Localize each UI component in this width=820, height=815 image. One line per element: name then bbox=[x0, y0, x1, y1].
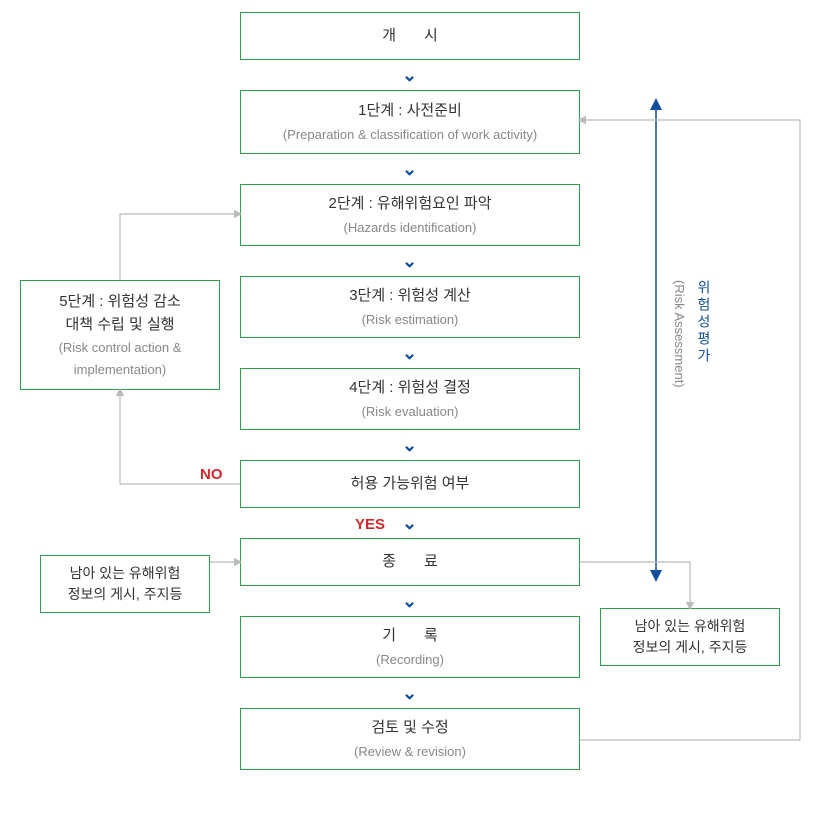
node-decide-title: 허용 가능위험 여부 bbox=[351, 473, 470, 496]
node-step1-title: 1단계 : 사전준비 bbox=[358, 100, 462, 123]
node-end-title: 종료 bbox=[354, 551, 466, 574]
node-step2: 2단계 : 유해위험요인 파악 (Hazards identification) bbox=[240, 184, 580, 246]
node-start-title: 개시 bbox=[354, 25, 466, 48]
bracket-label-ko: 위험성평가 bbox=[694, 280, 714, 365]
node-step4-title: 4단계 : 위험성 결정 bbox=[349, 377, 471, 400]
chevron-icon: ⌄ bbox=[402, 252, 417, 270]
chevron-icon: ⌄ bbox=[402, 684, 417, 702]
node-step5-sub1: (Risk control action & bbox=[59, 338, 182, 358]
node-record: 기록 (Recording) bbox=[240, 616, 580, 678]
node-review: 검토 및 수정 (Review & revision) bbox=[240, 708, 580, 770]
node-step1-sub: (Preparation & classification of work ac… bbox=[283, 125, 537, 145]
node-step2-title: 2단계 : 유해위험요인 파악 bbox=[328, 193, 491, 216]
chevron-icon: ⌄ bbox=[402, 514, 417, 532]
node-start: 개시 bbox=[240, 12, 580, 60]
note-right-line2: 정보의 게시, 주지등 bbox=[633, 637, 748, 658]
node-end: 종료 bbox=[240, 538, 580, 586]
chevron-icon: ⌄ bbox=[402, 592, 417, 610]
note-left-line2: 정보의 게시, 주지등 bbox=[68, 584, 183, 605]
node-step5-title1: 5단계 : 위험성 감소 bbox=[59, 291, 181, 314]
node-record-sub: (Recording) bbox=[376, 650, 444, 670]
chevron-icon: ⌄ bbox=[402, 160, 417, 178]
node-review-sub: (Review & revision) bbox=[354, 742, 466, 762]
node-note-right: 남아 있는 유해위험 정보의 게시, 주지등 bbox=[600, 608, 780, 666]
node-step3: 3단계 : 위험성 계산 (Risk estimation) bbox=[240, 276, 580, 338]
node-decide: 허용 가능위험 여부 bbox=[240, 460, 580, 508]
node-note-left: 남아 있는 유해위험 정보의 게시, 주지등 bbox=[40, 555, 210, 613]
chevron-icon: ⌄ bbox=[402, 344, 417, 362]
chevron-icon: ⌄ bbox=[402, 66, 417, 84]
node-review-title: 검토 및 수정 bbox=[371, 717, 448, 740]
node-step4: 4단계 : 위험성 결정 (Risk evaluation) bbox=[240, 368, 580, 430]
node-step3-sub: (Risk estimation) bbox=[362, 310, 459, 330]
note-right-line1: 남아 있는 유해위험 bbox=[635, 616, 746, 637]
node-step5: 5단계 : 위험성 감소 대책 수립 및 실행 (Risk control ac… bbox=[20, 280, 220, 390]
label-no: NO bbox=[200, 466, 223, 483]
bracket-label-en: (Risk Assessment) bbox=[672, 280, 687, 388]
node-step1: 1단계 : 사전준비 (Preparation & classification… bbox=[240, 90, 580, 154]
node-step4-sub: (Risk evaluation) bbox=[362, 402, 459, 422]
node-step5-sub2: implementation) bbox=[74, 360, 167, 380]
label-yes: YES bbox=[355, 516, 385, 533]
node-step2-sub: (Hazards identification) bbox=[344, 218, 477, 238]
note-left-line1: 남아 있는 유해위험 bbox=[70, 563, 181, 584]
node-step5-title2: 대책 수립 및 실행 bbox=[65, 314, 174, 337]
node-record-title: 기록 bbox=[354, 625, 466, 648]
node-step3-title: 3단계 : 위험성 계산 bbox=[349, 285, 471, 308]
chevron-icon: ⌄ bbox=[402, 436, 417, 454]
